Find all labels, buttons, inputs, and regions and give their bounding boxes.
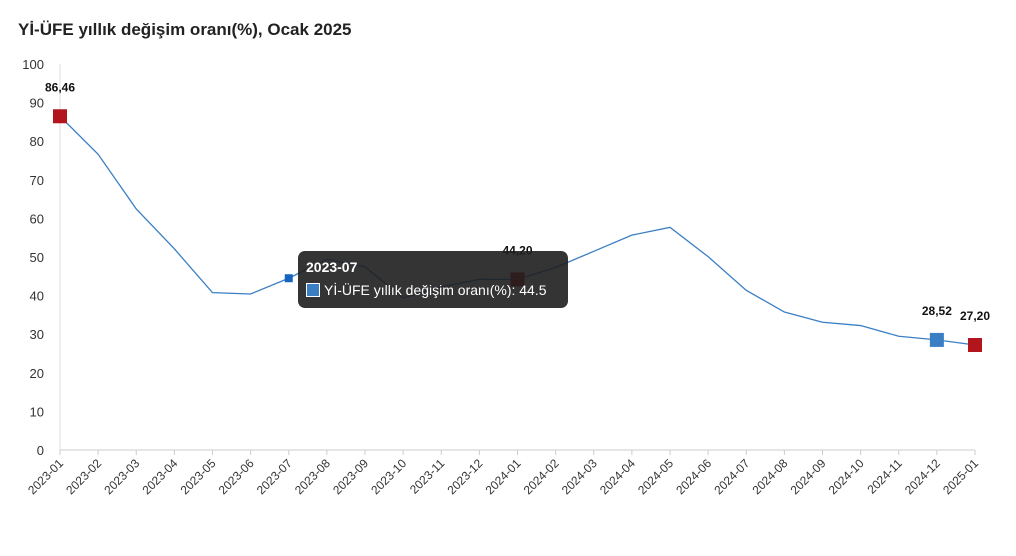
y-tick-label: 50	[30, 250, 44, 265]
series-line	[59, 115, 976, 346]
x-tick-label: 2023-05	[178, 456, 219, 497]
x-tick-label: 2024-11	[864, 456, 905, 497]
y-tick-label: 10	[30, 404, 44, 419]
x-tick-label: 2023-04	[139, 456, 180, 497]
data-label: 28,52	[922, 304, 952, 318]
x-tick-label: 2024-05	[635, 456, 676, 497]
x-tick-label: 2023-08	[292, 456, 333, 497]
x-tick-label: 2024-04	[597, 456, 638, 497]
x-tick-label: 2024-10	[826, 456, 867, 497]
hover-point	[284, 274, 293, 283]
y-tick-label: 60	[30, 211, 44, 226]
x-tick-label: 2024-12	[902, 456, 943, 497]
highlight-marker	[53, 109, 67, 124]
x-tick-label: 2024-03	[559, 456, 600, 497]
highlight-marker	[968, 338, 982, 353]
tooltip-text: Yİ-ÜFE yıllık değişim oranı(%): 44.5	[324, 282, 547, 298]
data-label: 86,46	[45, 80, 75, 94]
x-tick-label: 2024-08	[749, 456, 790, 497]
x-tick-label: 2023-09	[330, 456, 371, 497]
x-tick-label: 2024-02	[521, 456, 562, 497]
x-tick-label: 2023-12	[444, 456, 485, 497]
tooltip-title: 2023-07	[306, 259, 358, 275]
x-tick-label: 2023-11	[407, 456, 448, 497]
x-tick-label: 2024-01	[483, 456, 524, 497]
x-tick-label: 2023-06	[216, 456, 257, 497]
x-tick-label: 2023-01	[25, 456, 66, 497]
x-tick-label: 2025-01	[940, 456, 981, 497]
chart-title: Yİ-ÜFE yıllık değişim oranı(%), Ocak 202…	[18, 20, 352, 39]
highlight-marker	[929, 332, 944, 347]
series-swatch	[306, 283, 320, 297]
x-tick-label: 2023-03	[101, 456, 142, 497]
y-tick-label: 80	[30, 134, 44, 149]
data-label: 27,20	[960, 309, 990, 323]
x-tick-label: 2023-07	[254, 456, 295, 497]
y-tick-label: 90	[30, 96, 44, 111]
y-tick-label: 20	[30, 366, 44, 381]
x-tick-label: 2024-07	[711, 456, 752, 497]
y-tick-label: 0	[37, 443, 44, 458]
x-tick-label: 2024-09	[788, 456, 829, 497]
y-tick-label: 30	[30, 327, 44, 342]
y-tick-label: 100	[22, 57, 44, 72]
y-tick-label: 70	[30, 173, 44, 188]
y-tick-label: 40	[30, 289, 44, 304]
x-tick-label: 2024-06	[673, 456, 714, 497]
x-tick-label: 2023-10	[368, 456, 409, 497]
x-tick-label: 2023-02	[63, 456, 104, 497]
tooltip: 2023-07 Yİ-ÜFE yıllık değişim oranı(%): …	[298, 251, 568, 308]
